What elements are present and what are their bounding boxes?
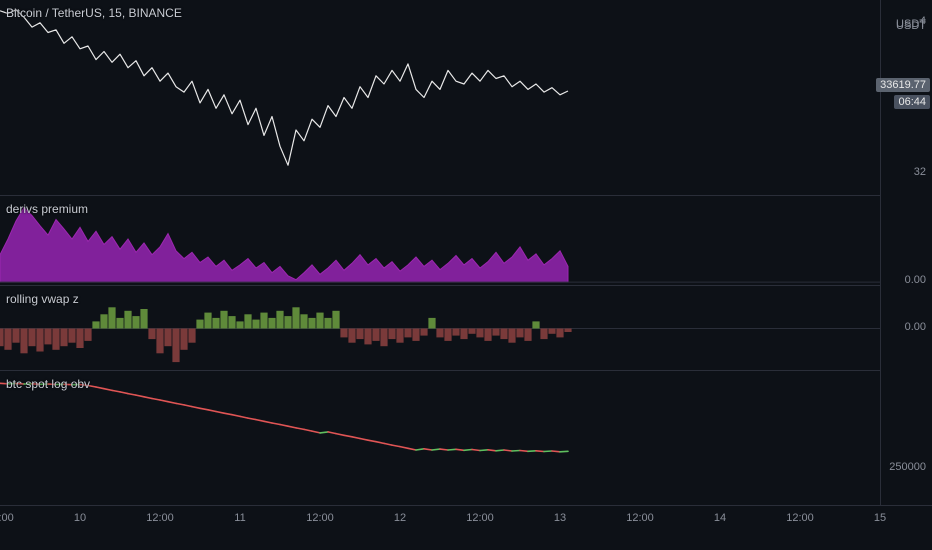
y-tick: 0.00 — [905, 321, 926, 333]
x-tick: 12:00 — [306, 512, 334, 524]
pane-vwapz[interactable]: rolling vwap z — [0, 285, 880, 370]
x-tick: 13 — [554, 512, 566, 524]
x-tick: 10 — [74, 512, 86, 524]
y-tick: 250000 — [889, 461, 926, 473]
x-tick: 15 — [874, 512, 886, 524]
last-price-badge: 33619.77 — [876, 78, 930, 92]
x-tick: 12:00 — [146, 512, 174, 524]
pane-title-derivs: derivs premium — [6, 202, 88, 216]
x-tick: 12 — [394, 512, 406, 524]
countdown-badge: 06:44 — [894, 95, 930, 109]
pane-obv[interactable]: btc spot log obv — [0, 370, 880, 505]
x-tick: 11 — [234, 512, 245, 524]
pane-derivs[interactable]: derivs premium — [0, 195, 880, 285]
pane-title-obv: btc spot log obv — [6, 377, 90, 391]
y-axis: 432USDT33619.7706:440.000.00250000USDT — [880, 0, 932, 505]
x-tick: 14 — [714, 512, 726, 524]
pane-title-vwapz: rolling vwap z — [6, 292, 79, 306]
x-tick: 12:00 — [626, 512, 654, 524]
pane-price[interactable]: Bitcoin / TetherUS, 15, BINANCE — [0, 0, 880, 195]
pane-title-price: Bitcoin / TetherUS, 15, BINANCE — [6, 6, 182, 20]
y-tick: 32 — [914, 166, 926, 178]
x-tick: 12:00 — [466, 512, 494, 524]
x-tick: 12:00 — [0, 512, 14, 524]
unit-label: USDT — [896, 20, 926, 32]
chart-stack[interactable]: Bitcoin / TetherUS, 15, BINANCE derivs pr… — [0, 0, 880, 505]
x-axis: 12:00 10 12:00 11 12:00 12 12:00 13 12:00 14 12:00… — [0, 505, 932, 550]
y-tick: 0.00 — [905, 274, 926, 286]
x-tick: 12:00 — [786, 512, 814, 524]
